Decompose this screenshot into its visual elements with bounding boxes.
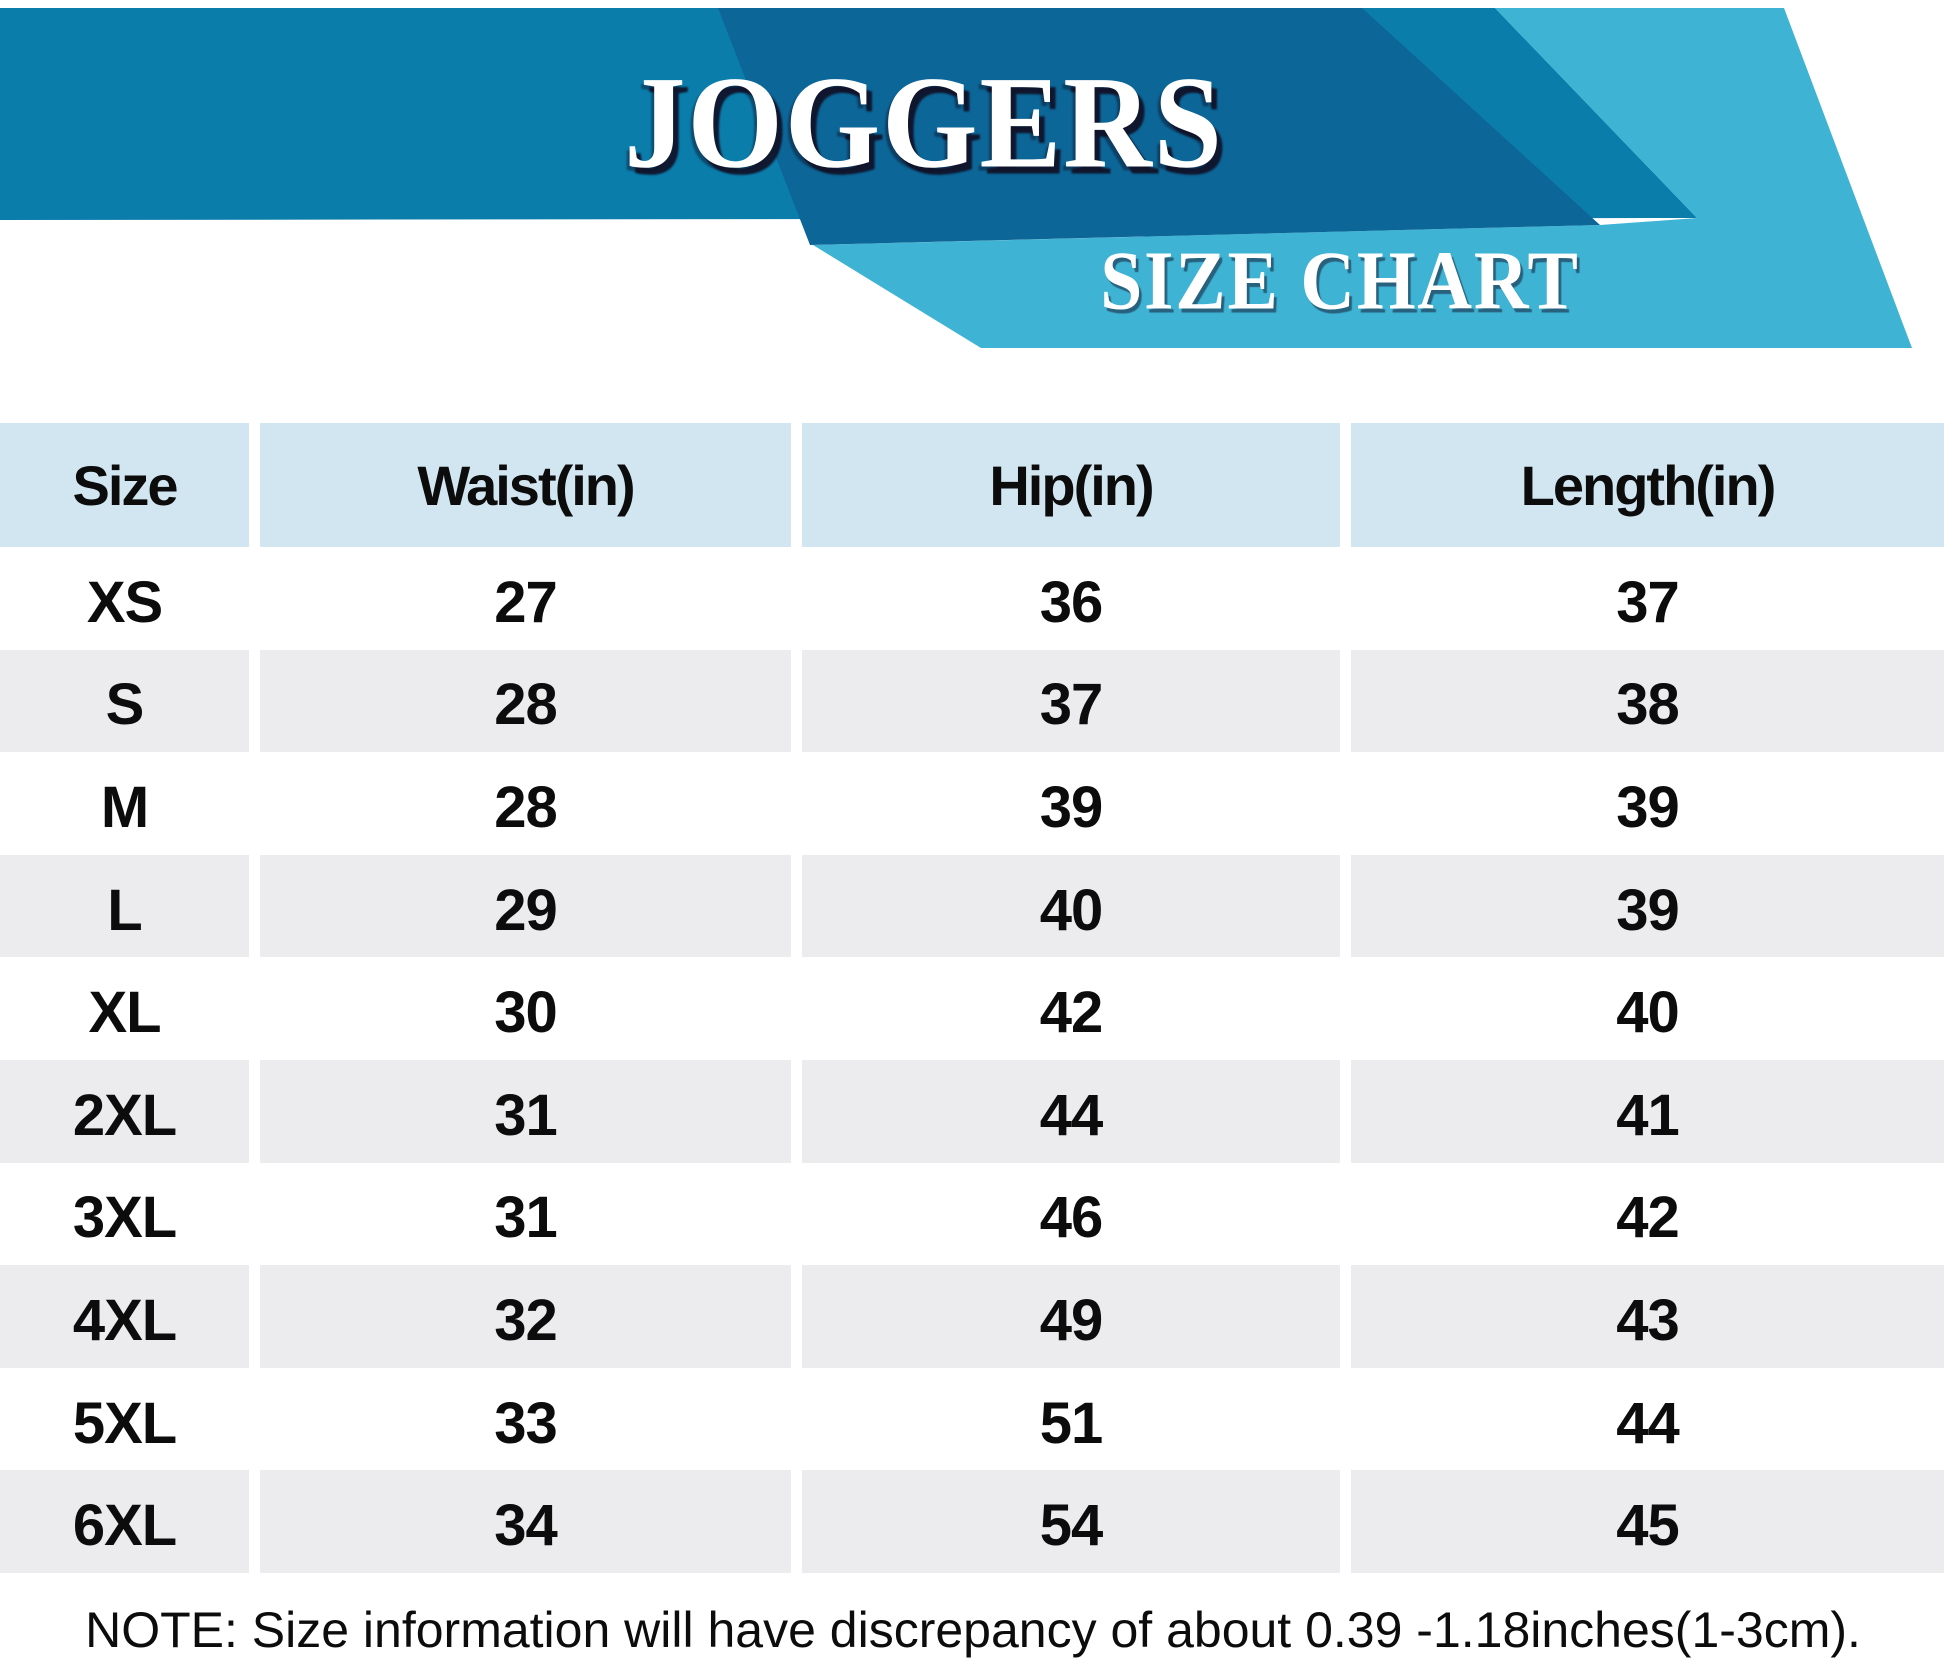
length-value-cell: 41 <box>1351 1059 1944 1163</box>
length-value-cell: 38 <box>1351 649 1944 753</box>
hip-value-cell: 51 <box>802 1367 1340 1471</box>
hip-value-cell: 49 <box>802 1265 1340 1368</box>
hip-value-cell: 46 <box>802 1162 1340 1266</box>
note-text: NOTE: Size information will have discrep… <box>85 1602 1861 1658</box>
row-label-cell: 6XL <box>0 1470 249 1573</box>
hip-value-cell: 37 <box>802 649 1340 753</box>
length-value-cell: 40 <box>1351 957 1944 1060</box>
banner-art <box>0 8 1912 348</box>
waist-value-cell: 32 <box>260 1265 791 1368</box>
hip-value-cell: 36 <box>802 547 1340 650</box>
banner-cyan-ribbon-shape <box>813 8 1912 348</box>
column-header-hip: Hip(in) <box>802 423 1340 547</box>
waist-value-cell: 28 <box>260 752 791 855</box>
column-header-size: Size <box>0 423 249 547</box>
length-value-cell: 44 <box>1351 1367 1944 1471</box>
waist-value-cell: 31 <box>260 1059 791 1163</box>
page-subtitle: SIZE CHART <box>1100 234 1580 328</box>
length-value-cell: 39 <box>1351 854 1944 958</box>
length-value-cell: 39 <box>1351 752 1944 855</box>
waist-value-cell: 33 <box>260 1367 791 1471</box>
row-label-cell: 3XL <box>0 1162 249 1266</box>
row-label-cell: L <box>0 854 249 958</box>
row-label-cell: M <box>0 752 249 855</box>
column-header-length: Length(in) <box>1351 423 1944 547</box>
row-label-cell: 2XL <box>0 1059 249 1163</box>
row-label-cell: 5XL <box>0 1367 249 1471</box>
hip-value-cell: 44 <box>802 1059 1340 1163</box>
waist-value-cell: 27 <box>260 547 791 650</box>
hip-value-cell: 39 <box>802 752 1340 855</box>
hip-value-cell: 54 <box>802 1470 1340 1573</box>
size-table: Size Waist(in) Hip(in) Length(in) XS 27 36… <box>0 423 1944 1573</box>
hip-value-cell: 40 <box>802 854 1340 958</box>
waist-value-cell: 34 <box>260 1470 791 1573</box>
waist-value-cell: 30 <box>260 957 791 1060</box>
banner-dark-overlay-shape <box>718 8 1600 245</box>
length-value-cell: 45 <box>1351 1470 1944 1573</box>
hip-value-cell: 42 <box>802 957 1340 1060</box>
page-title: JOGGERS <box>624 48 1224 196</box>
length-value-cell: 37 <box>1351 547 1944 650</box>
row-label-cell: 4XL <box>0 1265 249 1368</box>
column-header-waist: Waist(in) <box>260 423 791 547</box>
waist-value-cell: 28 <box>260 649 791 753</box>
length-value-cell: 42 <box>1351 1162 1944 1266</box>
row-label-cell: S <box>0 649 249 753</box>
waist-value-cell: 31 <box>260 1162 791 1266</box>
waist-value-cell: 29 <box>260 854 791 958</box>
length-value-cell: 43 <box>1351 1265 1944 1368</box>
row-label-cell: XS <box>0 547 249 650</box>
row-label-cell: XL <box>0 957 249 1060</box>
